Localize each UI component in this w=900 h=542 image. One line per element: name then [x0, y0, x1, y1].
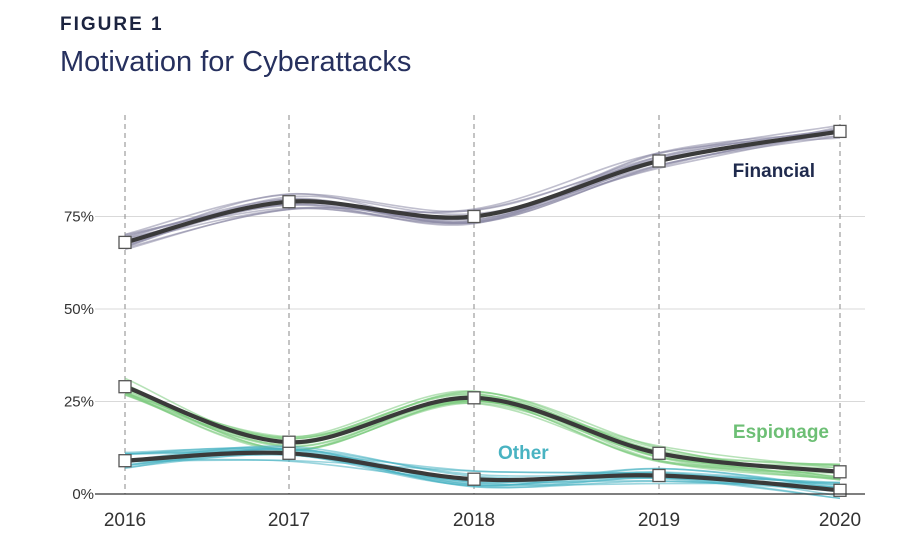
series-labels: Financial Espionage Other [498, 161, 829, 464]
data-point-financial-2016 [118, 235, 132, 250]
chart-title: Motivation for Cyberattacks [60, 46, 412, 78]
data-point-financial-2019 [652, 154, 666, 168]
data-point-espionage-2019 [652, 446, 666, 460]
y-tick-label: 25% [64, 394, 94, 411]
x-tick-label: 2020 [819, 510, 861, 531]
data-point-other-2019 [652, 468, 666, 483]
data-point-espionage-2020 [833, 465, 847, 479]
figure-label: FIGURE 1 [60, 14, 164, 35]
data-markers [118, 124, 847, 497]
data-point-financial-2017 [282, 195, 296, 209]
axes: 0% 25% 50% 75% 2016 2017 2018 2019 2020 [64, 209, 865, 531]
x-tick-label: 2018 [453, 510, 495, 531]
x-tick-label: 2016 [104, 510, 146, 531]
x-tick-label: 2019 [638, 510, 680, 531]
data-point-espionage-2017 [282, 435, 296, 449]
series-line-financial [122, 129, 843, 245]
y-tick-label: 0% [72, 486, 94, 503]
data-point-financial-2020 [833, 124, 847, 139]
series-label-financial: Financial [733, 161, 815, 182]
data-point-espionage-2018 [467, 391, 481, 405]
y-tick-label: 50% [64, 301, 94, 318]
band-line-financial [124, 137, 841, 249]
data-point-other-2020 [833, 483, 847, 497]
x-tick-label: 2017 [268, 510, 310, 531]
data-point-espionage-2016 [118, 380, 132, 394]
y-tick-label: 75% [64, 209, 94, 226]
data-point-other-2018 [467, 472, 481, 486]
series-label-other: Other [498, 443, 549, 464]
series-label-espionage: Espionage [733, 422, 829, 443]
data-point-other-2017 [282, 446, 296, 460]
data-point-financial-2018 [467, 209, 481, 224]
data-point-other-2016 [118, 454, 132, 468]
band-line-financial [124, 126, 841, 248]
